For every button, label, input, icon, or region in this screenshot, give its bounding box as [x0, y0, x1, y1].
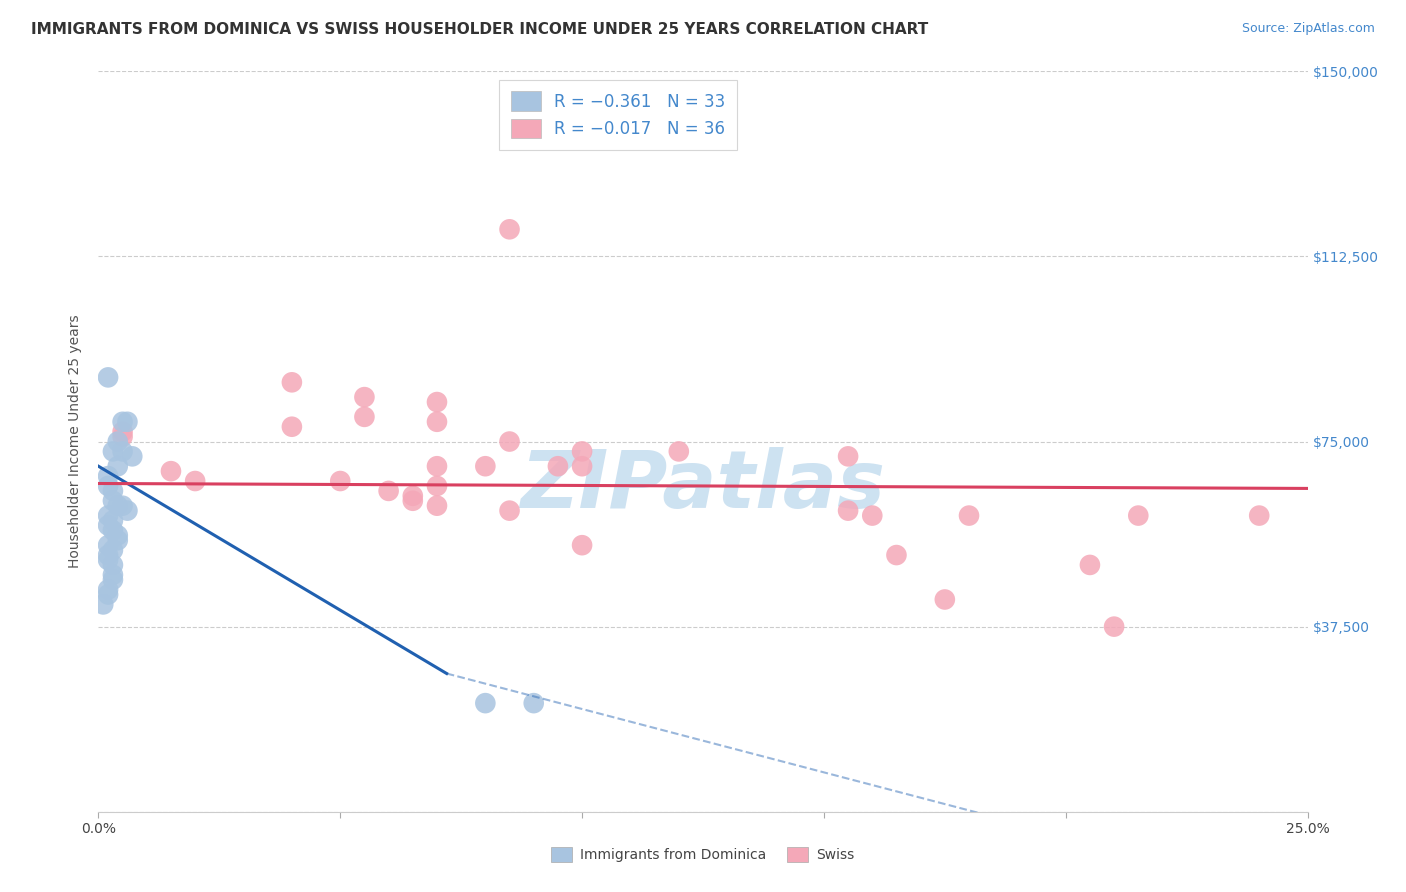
Point	[97, 588, 120, 602]
Point	[1102, 619, 1125, 633]
Text: IMMIGRANTS FROM DOMINICA VS SWISS HOUSEHOLDER INCOME UNDER 25 YEARS CORRELATION : IMMIGRANTS FROM DOMINICA VS SWISS HOUSEH…	[31, 22, 928, 37]
Point	[101, 567, 124, 582]
Point	[837, 450, 859, 464]
Point	[860, 508, 883, 523]
Point	[97, 553, 120, 567]
Point	[107, 528, 129, 542]
Y-axis label: Householder Income Under 25 years: Householder Income Under 25 years	[69, 315, 83, 568]
Point	[571, 444, 593, 458]
Point	[281, 376, 304, 390]
Point	[97, 479, 120, 493]
Point	[498, 503, 520, 517]
Point	[402, 489, 425, 503]
Point	[281, 419, 304, 434]
Point	[353, 409, 375, 424]
Point	[886, 548, 908, 562]
Point	[101, 543, 124, 558]
Point	[111, 429, 134, 443]
Point	[426, 479, 449, 493]
Point	[111, 499, 134, 513]
Point	[837, 503, 859, 517]
Point	[111, 444, 134, 458]
Point	[957, 508, 980, 523]
Text: ZIPatlas: ZIPatlas	[520, 447, 886, 525]
Point	[101, 573, 124, 587]
Point	[97, 469, 120, 483]
Point	[402, 493, 425, 508]
Point	[107, 499, 129, 513]
Point	[523, 696, 546, 710]
Point	[426, 499, 449, 513]
Point	[97, 538, 120, 552]
Point	[160, 464, 183, 478]
Point	[101, 558, 124, 572]
Point	[117, 415, 139, 429]
Point	[474, 459, 496, 474]
Point	[1249, 508, 1271, 523]
Text: Source: ZipAtlas.com: Source: ZipAtlas.com	[1241, 22, 1375, 36]
Legend: Immigrants from Dominica, Swiss: Immigrants from Dominica, Swiss	[546, 842, 860, 868]
Point	[184, 474, 207, 488]
Point	[97, 370, 120, 384]
Point	[498, 434, 520, 449]
Point	[329, 474, 352, 488]
Point	[117, 503, 139, 517]
Point	[426, 395, 449, 409]
Point	[107, 434, 129, 449]
Point	[571, 538, 593, 552]
Point	[101, 493, 124, 508]
Point	[107, 533, 129, 548]
Point	[426, 459, 449, 474]
Point	[426, 415, 449, 429]
Point	[498, 222, 520, 236]
Point	[1078, 558, 1101, 572]
Point	[547, 459, 569, 474]
Point	[934, 592, 956, 607]
Point	[101, 524, 124, 538]
Point	[101, 444, 124, 458]
Point	[111, 425, 134, 439]
Point	[107, 459, 129, 474]
Point	[1128, 508, 1150, 523]
Point	[377, 483, 399, 498]
Point	[97, 582, 120, 597]
Point	[91, 598, 114, 612]
Point	[101, 483, 124, 498]
Point	[353, 390, 375, 404]
Point	[474, 696, 496, 710]
Point	[111, 415, 134, 429]
Point	[101, 514, 124, 528]
Point	[97, 508, 120, 523]
Point	[121, 450, 143, 464]
Point	[668, 444, 690, 458]
Point	[97, 518, 120, 533]
Point	[97, 548, 120, 562]
Point	[571, 459, 593, 474]
